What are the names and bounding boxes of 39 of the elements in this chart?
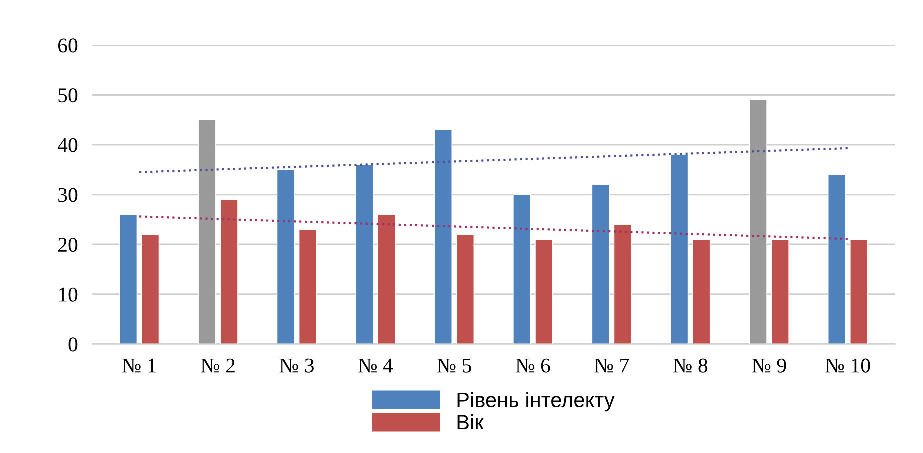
x-tick-label: № 6 bbox=[516, 358, 550, 373]
x-tick-label: № 9 bbox=[752, 358, 786, 373]
bar bbox=[276, 170, 295, 344]
bar bbox=[749, 100, 768, 344]
y-tick-label: 60 bbox=[58, 38, 78, 53]
y-tick-label: 30 bbox=[58, 188, 78, 202]
y-tick-label: 40 bbox=[58, 138, 78, 152]
x-tick-label: № 1 bbox=[122, 358, 156, 373]
y-tick-label: 20 bbox=[58, 238, 78, 252]
bar bbox=[434, 130, 452, 344]
y-tick-label: 10 bbox=[59, 288, 78, 302]
bar bbox=[198, 120, 216, 344]
x-tick-label: № 10 bbox=[826, 358, 870, 373]
bar bbox=[670, 154, 689, 344]
x-tick-label: № 3 bbox=[280, 358, 314, 373]
bar bbox=[513, 194, 532, 344]
bar bbox=[356, 164, 374, 344]
x-tick-label: № 5 bbox=[437, 358, 472, 373]
bar bbox=[299, 229, 318, 344]
bar bbox=[771, 239, 790, 344]
y-tick-label: 0 bbox=[68, 338, 78, 352]
bar bbox=[850, 239, 868, 344]
x-tick-label: № 8 bbox=[673, 358, 708, 373]
x-tick-label: № 4 bbox=[358, 358, 394, 373]
bar bbox=[456, 234, 474, 344]
bar bbox=[828, 174, 846, 344]
bar bbox=[535, 239, 554, 344]
legend-label: Вік bbox=[458, 414, 484, 430]
x-tick-label: № 2 bbox=[201, 358, 235, 373]
bar bbox=[378, 214, 396, 344]
bar bbox=[220, 199, 238, 344]
y-tick-label: 50 bbox=[58, 88, 78, 103]
bar bbox=[142, 234, 160, 344]
bar bbox=[614, 224, 632, 344]
bar bbox=[692, 239, 711, 344]
bar bbox=[120, 214, 138, 344]
legend-label: Рівень інтелекту bbox=[458, 392, 615, 412]
x-tick-label: № 7 bbox=[594, 358, 630, 373]
bar bbox=[592, 184, 610, 344]
